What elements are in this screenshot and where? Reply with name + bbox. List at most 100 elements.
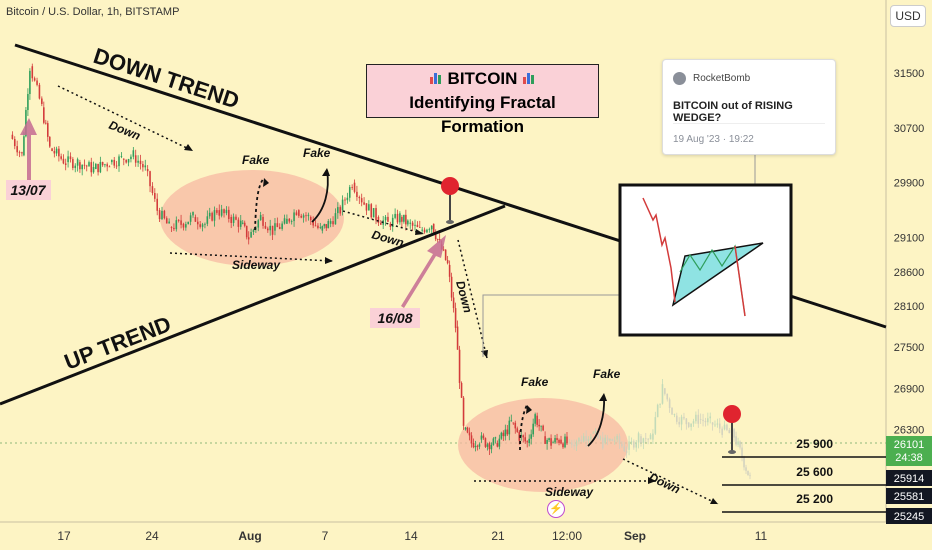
candle-134 xyxy=(323,223,326,229)
y-tick-5: 28100 xyxy=(894,301,925,313)
candle-7 xyxy=(27,88,29,116)
ghost-candle-23 xyxy=(623,441,626,452)
level-label-1: 25 600 xyxy=(796,465,833,479)
arrow-head-2 xyxy=(415,229,424,235)
candle-209 xyxy=(488,441,491,456)
ghost-candle-22 xyxy=(621,441,623,449)
candle-233 xyxy=(536,412,538,428)
candle-237 xyxy=(544,431,546,445)
fake-curve-3 xyxy=(519,404,528,451)
candle-37 xyxy=(95,162,97,170)
lightning-icon[interactable]: ⚡ xyxy=(547,500,565,518)
price-label-countdown: 24:38 xyxy=(895,452,923,464)
candle-192 xyxy=(454,302,457,333)
title-line-1: BITCOIN xyxy=(367,67,598,91)
ghost-candle-47 xyxy=(680,414,683,431)
candle-181 xyxy=(432,223,435,234)
y-tick-3: 29100 xyxy=(894,233,925,245)
candle-200 xyxy=(470,432,473,448)
ghost-candle-5 xyxy=(580,435,583,443)
candle-155 xyxy=(372,207,375,218)
currency-button[interactable]: USD xyxy=(890,5,926,27)
candle-51 xyxy=(127,158,130,167)
candle-194 xyxy=(458,345,461,389)
candle-100 xyxy=(243,220,246,228)
candle-74 xyxy=(182,222,185,231)
ghost-candle-55 xyxy=(699,413,702,424)
ghost-candle-38 xyxy=(659,403,661,409)
candle-57 xyxy=(142,160,144,172)
candle-104 xyxy=(252,228,255,235)
candle-140 xyxy=(337,202,339,219)
ghost-candle-7 xyxy=(585,430,587,448)
candle-106 xyxy=(257,218,260,232)
tweet-author: RocketBomb xyxy=(693,73,751,84)
ghost-candle-13 xyxy=(599,435,602,441)
ghost-candle-16 xyxy=(606,435,609,446)
date-tag-1307: 13/07 xyxy=(10,182,46,198)
arrow-head-3 xyxy=(481,350,488,358)
ghost-candle-2 xyxy=(573,439,575,450)
ghost-candle-34 xyxy=(649,433,652,440)
ghost-candle-58 xyxy=(707,412,709,426)
candle-112 xyxy=(271,225,274,240)
tweet-text: BITCOIN out of RISING WEDGE? xyxy=(673,100,793,124)
ghost-candle-14 xyxy=(601,431,604,450)
candle-28 xyxy=(74,163,77,173)
ghost-candle-62 xyxy=(716,418,719,428)
candle-20 xyxy=(55,146,58,157)
candle-127 xyxy=(307,212,310,221)
candle-119 xyxy=(288,218,291,224)
candle-36 xyxy=(92,161,95,174)
ghost-candle-21 xyxy=(618,433,621,449)
ghost-candle-74 xyxy=(743,455,745,471)
ghost-candle-67 xyxy=(728,427,731,434)
fake-head-4 xyxy=(599,393,607,401)
candle-27 xyxy=(72,157,74,171)
ghost-candle-54 xyxy=(697,409,700,428)
candle-169 xyxy=(405,209,407,231)
candle-54 xyxy=(134,149,137,167)
candle-238 xyxy=(546,438,548,450)
sideway-arrow-head-2 xyxy=(648,477,656,484)
candle-109 xyxy=(264,222,267,230)
candle-188 xyxy=(446,255,449,265)
tweet-card[interactable]: RocketBomb BITCOIN out of RISING WEDGE? … xyxy=(662,59,836,155)
candle-230 xyxy=(530,429,532,445)
candle-68 xyxy=(168,218,170,224)
candle-152 xyxy=(365,203,368,216)
candle-223 xyxy=(516,426,519,433)
candle-166 xyxy=(399,211,401,225)
ghost-candle-3 xyxy=(575,439,578,452)
candle-44 xyxy=(111,159,113,165)
candle-148 xyxy=(356,185,358,201)
candle-189 xyxy=(448,260,451,283)
candle-215 xyxy=(500,431,503,440)
candle-213 xyxy=(496,440,499,448)
candle-85 xyxy=(208,207,211,219)
date-tag-1307-bg xyxy=(6,180,51,200)
candle-170 xyxy=(407,219,409,227)
sideway-label-2: Sideway xyxy=(545,485,594,499)
candle-236 xyxy=(542,424,544,432)
candle-176 xyxy=(421,226,423,233)
y-tick-4: 28600 xyxy=(894,267,925,279)
ghost-candle-49 xyxy=(685,417,688,430)
ghost-candle-59 xyxy=(709,412,712,424)
candle-226 xyxy=(522,434,525,443)
candle-40 xyxy=(101,161,104,167)
candle-190 xyxy=(450,272,453,302)
candle-117 xyxy=(283,214,286,225)
candle-136 xyxy=(327,219,330,229)
sideway-arrow-head-1 xyxy=(325,257,333,264)
ghost-candle-43 xyxy=(671,407,673,415)
bar-chart-icon-2 xyxy=(522,68,536,84)
candle-93 xyxy=(228,206,230,223)
candle-193 xyxy=(456,320,459,350)
tweet-divider xyxy=(673,123,825,124)
y-tick-0: 31500 xyxy=(894,68,925,80)
candle-82 xyxy=(201,222,204,232)
down-arrow-2 xyxy=(342,210,425,235)
candle-214 xyxy=(498,434,501,450)
